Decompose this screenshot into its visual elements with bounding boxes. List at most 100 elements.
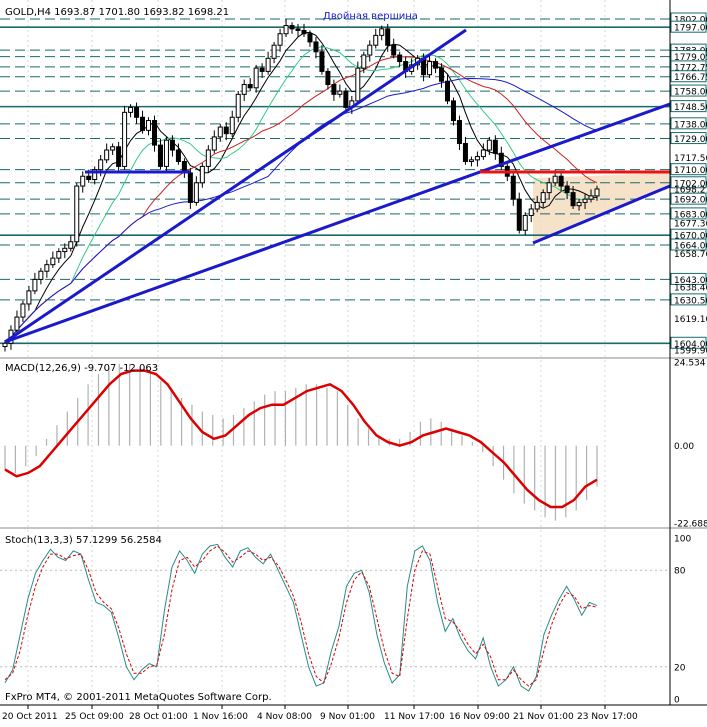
price-label: 1772.75 bbox=[674, 63, 707, 73]
stoch-axis-label: 20 bbox=[674, 663, 686, 673]
price-label: 1677.30 bbox=[674, 220, 707, 230]
price-label: 1664.00 bbox=[674, 242, 707, 252]
candle bbox=[361, 51, 367, 74]
macd-signal-line bbox=[4, 369, 598, 509]
candle bbox=[558, 172, 564, 191]
time-label: 4 Nov 08:00 bbox=[257, 712, 312, 722]
candlesticks bbox=[2, 19, 600, 352]
candle bbox=[211, 130, 217, 154]
candle bbox=[319, 45, 325, 75]
time-label: 9 Nov 01:00 bbox=[320, 712, 375, 722]
candle bbox=[92, 166, 98, 185]
candle bbox=[277, 28, 283, 52]
price-label: 1717.50 bbox=[674, 154, 707, 164]
ma-green bbox=[4, 46, 598, 344]
candle bbox=[468, 156, 474, 167]
time-axis-labels: 20 Oct 2011 25 Oct 09:00 28 Oct 01:00 1 Nov… bbox=[2, 705, 638, 722]
price-label-box bbox=[670, 132, 707, 145]
time-label: 23 Nov 17:00 bbox=[577, 712, 638, 722]
candle bbox=[283, 19, 289, 38]
price-label-box bbox=[670, 20, 707, 33]
stoch-axis-area bbox=[670, 529, 707, 705]
price-label: 1619.10 bbox=[674, 315, 707, 325]
macd-axis-label: 0.00 bbox=[674, 442, 694, 452]
candle bbox=[391, 38, 397, 59]
candle bbox=[462, 136, 468, 165]
candle bbox=[110, 143, 116, 155]
candle bbox=[20, 300, 26, 322]
candle bbox=[157, 138, 163, 170]
candle bbox=[241, 79, 247, 101]
candle bbox=[325, 68, 331, 90]
candle bbox=[26, 285, 32, 311]
price-label: 1758.00 bbox=[674, 88, 707, 98]
candle bbox=[313, 37, 319, 59]
candle bbox=[229, 110, 235, 137]
candle bbox=[44, 259, 50, 278]
price-label: 1698.21 bbox=[674, 185, 707, 195]
candle bbox=[140, 110, 146, 134]
price-label: 1702.00 bbox=[674, 179, 707, 189]
candle bbox=[199, 163, 205, 188]
stochastic-panel: 100 80 20 0 Stoch(13,3,3) 57.1299 56.2584 F… bbox=[0, 527, 707, 706]
candle bbox=[38, 267, 44, 285]
price-label-box bbox=[670, 100, 707, 113]
candle bbox=[169, 135, 175, 157]
candle bbox=[163, 136, 169, 172]
trendline-channel-bottom bbox=[532, 184, 671, 245]
time-label: 21 Nov 01:00 bbox=[513, 712, 574, 722]
candle bbox=[534, 195, 540, 213]
candle bbox=[510, 171, 516, 206]
candle bbox=[223, 122, 229, 141]
candle bbox=[122, 105, 128, 170]
candle bbox=[516, 192, 522, 234]
candle bbox=[343, 87, 349, 113]
price-label: 1779.05 bbox=[674, 53, 707, 63]
candle bbox=[187, 168, 193, 209]
price-label: 1692.00 bbox=[674, 196, 707, 206]
candle bbox=[151, 115, 157, 152]
candle bbox=[134, 102, 140, 124]
candle bbox=[373, 28, 379, 49]
stoch-axis-label: 80 bbox=[674, 567, 686, 577]
candle bbox=[379, 25, 385, 41]
candle bbox=[486, 136, 492, 155]
candle bbox=[307, 30, 313, 47]
candle bbox=[331, 79, 337, 101]
candle bbox=[427, 55, 433, 78]
price-label: 1748.50 bbox=[674, 103, 707, 113]
candle bbox=[175, 143, 181, 165]
price-label: 1738.00 bbox=[674, 120, 707, 130]
price-label-box bbox=[670, 336, 707, 349]
price-label: 1643.00 bbox=[674, 276, 707, 286]
candle bbox=[68, 235, 74, 252]
candle bbox=[32, 272, 38, 295]
candle bbox=[289, 22, 295, 34]
macd-axis-labels: 24.534 0.00 -22.688 bbox=[674, 359, 707, 530]
macd-axis-area bbox=[670, 359, 707, 527]
candle bbox=[146, 117, 152, 136]
candle bbox=[253, 64, 259, 93]
time-label: 16 Nov 09:00 bbox=[449, 712, 510, 722]
price-label: 1710.00 bbox=[674, 166, 707, 176]
candle bbox=[116, 141, 122, 173]
candle bbox=[265, 51, 271, 75]
candle bbox=[128, 104, 134, 118]
time-label: 20 Oct 2011 bbox=[2, 712, 58, 722]
time-label: 28 Oct 01:00 bbox=[129, 712, 188, 722]
candle bbox=[433, 58, 439, 74]
price-panel: 1802.001797.001783.001779.051772.751766.… bbox=[0, 0, 707, 705]
stoch-signal-line bbox=[4, 545, 598, 687]
candle bbox=[528, 204, 534, 223]
time-label: 1 Nov 16:00 bbox=[193, 712, 248, 722]
price-label: 1802.00 bbox=[674, 16, 707, 26]
candle bbox=[50, 251, 56, 268]
stoch-axis-labels: 100 80 20 0 bbox=[674, 535, 691, 706]
trendline-steep-support bbox=[4, 28, 467, 344]
price-label: 1604.00 bbox=[674, 340, 707, 350]
copyright-text: FxPro MT4, © 2001-2011 MetaQuotes Softwa… bbox=[5, 692, 272, 703]
candle bbox=[271, 41, 277, 64]
